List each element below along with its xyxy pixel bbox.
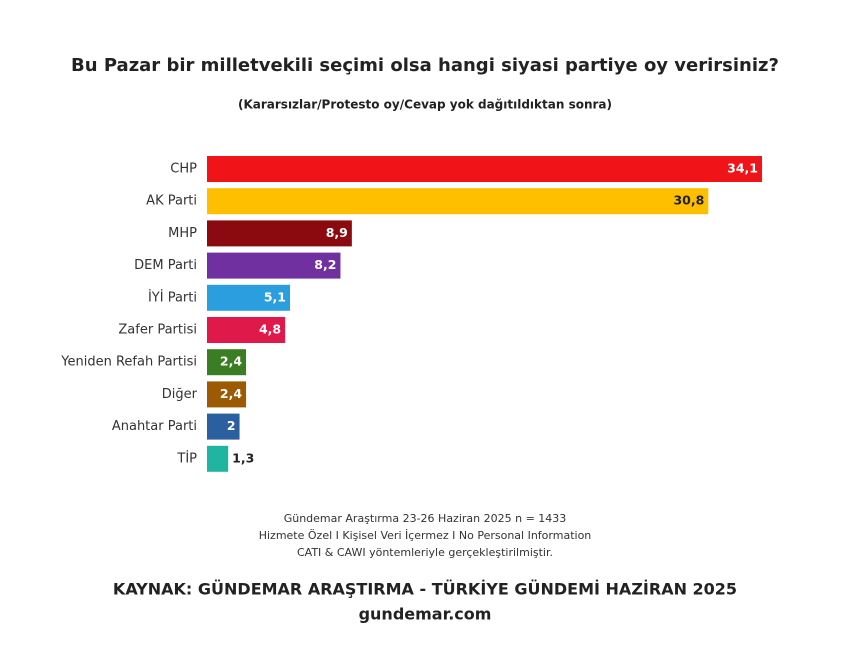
category-label: İYİ Parti bbox=[148, 289, 197, 305]
value-label: 8,9 bbox=[326, 225, 348, 240]
value-label: 34,1 bbox=[727, 161, 758, 176]
category-label: MHP bbox=[168, 226, 197, 241]
value-label: 1,3 bbox=[232, 450, 254, 465]
category-label: Zafer Partisi bbox=[118, 323, 197, 338]
value-label: 4,8 bbox=[259, 322, 281, 337]
source: KAYNAK: GÜNDEMAR ARAŞTIRMA - TÜRKİYE GÜN… bbox=[113, 580, 737, 599]
bar bbox=[207, 188, 709, 215]
bar bbox=[207, 413, 240, 440]
website: gundemar.com bbox=[359, 605, 492, 624]
category-label: DEM Parti bbox=[134, 258, 197, 273]
bar bbox=[207, 317, 286, 343]
bar bbox=[207, 284, 291, 311]
bar bbox=[207, 381, 247, 408]
value-label: 2,4 bbox=[220, 354, 242, 369]
note: Gündemar Araştırma 23-26 Haziran 2025 n … bbox=[284, 512, 567, 525]
value-label: 8,2 bbox=[314, 257, 336, 272]
bar bbox=[207, 220, 352, 247]
value-label: 2 bbox=[227, 418, 236, 433]
chart-title: Bu Pazar bir milletvekili seçimi olsa ha… bbox=[71, 55, 779, 76]
category-label: TİP bbox=[176, 450, 197, 466]
bar bbox=[207, 349, 247, 376]
note: CATI & CAWI yöntemleriyle gerçekleştiril… bbox=[297, 546, 553, 559]
category-label: Anahtar Parti bbox=[112, 419, 197, 434]
bar bbox=[207, 445, 229, 472]
category-label: AK Parti bbox=[146, 194, 197, 209]
value-label: 5,1 bbox=[264, 289, 286, 304]
category-label: CHP bbox=[170, 162, 197, 177]
chart-subtitle: (Kararsızlar/Protesto oy/Cevap yok dağıt… bbox=[238, 98, 612, 112]
category-label: Diğer bbox=[162, 387, 198, 402]
value-label: 30,8 bbox=[673, 193, 704, 208]
bar bbox=[207, 156, 762, 182]
bar bbox=[207, 252, 341, 279]
category-label: Yeniden Refah Partisi bbox=[60, 355, 197, 370]
note: Hizmete Özel I Kişisel Veri İçermez I No… bbox=[259, 529, 592, 542]
value-label: 2,4 bbox=[220, 386, 242, 401]
